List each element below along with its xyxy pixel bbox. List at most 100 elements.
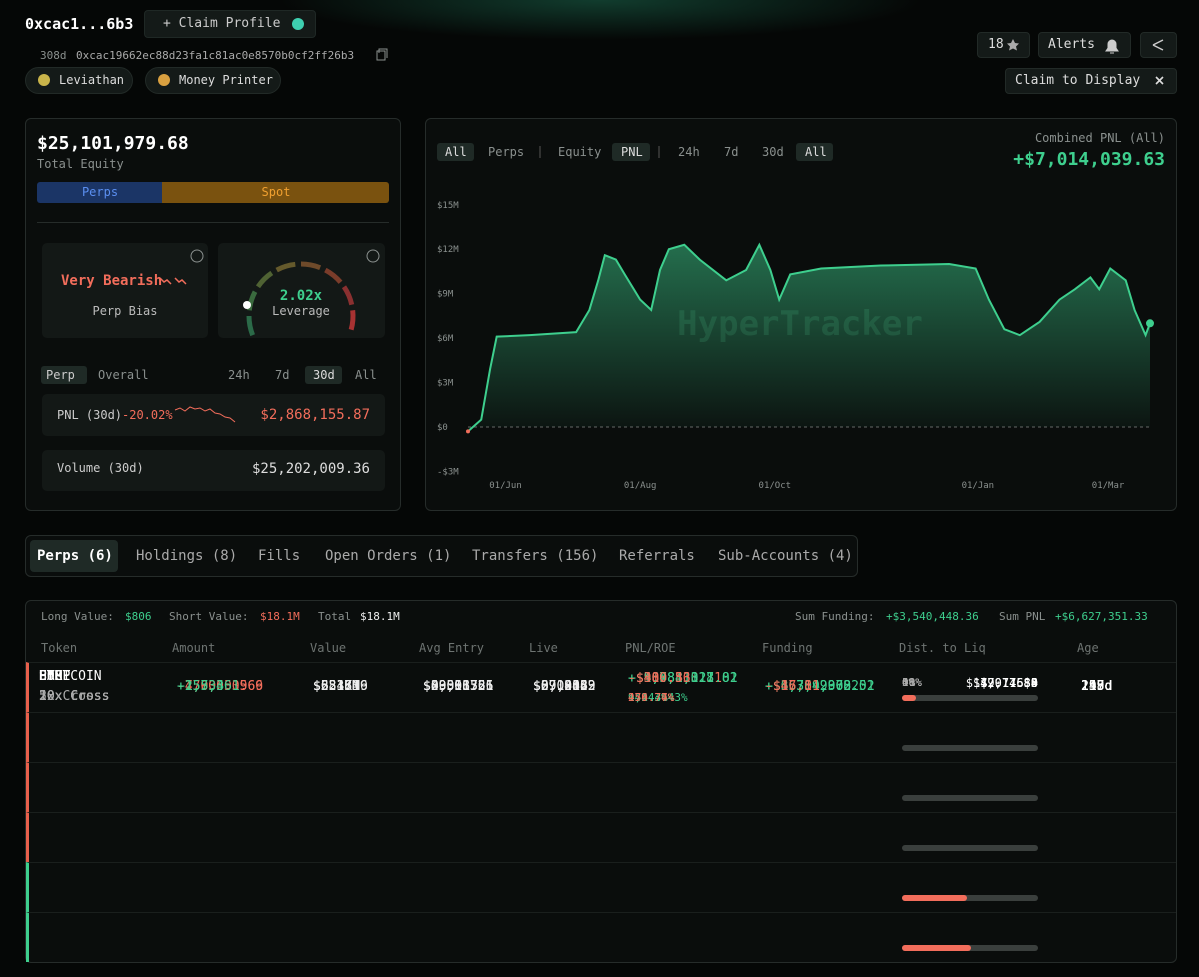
token: ETH	[39, 669, 63, 684]
avg-entry: $89,913.5	[423, 679, 494, 694]
pnl: -$917,418.31	[628, 671, 722, 686]
tab: Perps (6)	[37, 548, 113, 564]
age: 245d	[1081, 679, 1113, 694]
pnl-value: $2,868,155.87	[260, 407, 370, 423]
age: 217d	[1081, 679, 1113, 694]
chart-filter: Perps	[488, 145, 525, 159]
roe: 479.74%	[628, 691, 675, 704]
leverage-card	[218, 243, 385, 338]
filter-active[interactable]	[796, 143, 833, 161]
token: HYPE	[39, 669, 71, 684]
column-header: Live	[529, 641, 558, 655]
token-leverage: 10x Cross	[39, 689, 110, 704]
combined-label: Combined PNL (All)	[1034, 131, 1165, 145]
live: $69,382	[533, 679, 588, 694]
amount: -2,903.3966	[177, 679, 264, 694]
amount: +155,461	[177, 679, 240, 694]
roe: 256.77%	[628, 691, 675, 704]
age: 159d	[1081, 679, 1113, 694]
spot-bar	[162, 182, 389, 203]
chart-filter: PNL	[621, 145, 643, 159]
token-leverage: 10x Cross	[39, 689, 110, 704]
volume-label: Volume (30d)	[57, 461, 144, 475]
token-leverage: 20x Cross	[39, 689, 110, 704]
value: $5.37M	[313, 679, 360, 694]
liq-track	[902, 845, 1038, 851]
combined-value: +$7,014,039.63	[1013, 149, 1165, 170]
summary-value: $18.1M	[260, 610, 300, 623]
dist-label: 48%	[902, 676, 922, 689]
token: SOL	[39, 669, 63, 684]
amount: -156,651.69	[177, 679, 264, 694]
tab: Holdings (8)	[136, 548, 238, 564]
badge-label: Leviathan	[59, 73, 125, 87]
liq-price: $90.7685	[980, 676, 1038, 690]
split-label: Spot	[261, 185, 291, 199]
claim-profile-button[interactable]	[144, 10, 316, 38]
liq-price: $177,175.8	[965, 676, 1038, 690]
filter-active[interactable]	[612, 143, 650, 161]
liq-price: $0	[1023, 676, 1038, 690]
scope-tab: Overall	[98, 368, 149, 382]
chart-filter: 30d	[762, 145, 784, 159]
period-tab: 30d	[313, 368, 335, 382]
dist-label: 0%	[902, 676, 916, 689]
token-leverage: 20x Cross	[39, 689, 110, 704]
tab: Transfers (156)	[472, 548, 599, 564]
stars-count: 18	[988, 37, 1004, 52]
summary-label: Long Value:	[41, 610, 114, 623]
summary-label: Sum PNL	[999, 610, 1046, 623]
age: 217d	[1081, 679, 1113, 694]
divider	[37, 222, 389, 223]
chart-filter: 7d	[724, 145, 739, 159]
liq-fill	[902, 895, 968, 901]
positions-table	[25, 600, 1177, 963]
amount: -77.35005	[177, 679, 248, 694]
value: $521.16	[313, 679, 368, 694]
chart-filter: Equity	[558, 145, 602, 159]
tab: Open Orders (1)	[325, 548, 452, 564]
funding: +$353,493.02	[765, 679, 859, 694]
tab: Referrals	[619, 548, 695, 564]
column-header: Dist. to Liq	[899, 641, 986, 655]
roe: 456.7%	[628, 691, 668, 704]
roe: 1,143.43%	[628, 691, 688, 704]
roe: 174.36%	[628, 691, 675, 704]
leverage-label: Leverage	[272, 304, 330, 318]
avg-entry: $33.5875	[423, 679, 486, 694]
tab: Fills	[258, 548, 301, 564]
live: $87.855	[533, 679, 588, 694]
period-tab: All	[355, 368, 377, 382]
position-row	[26, 712, 1176, 762]
share-button[interactable]	[1140, 32, 1177, 58]
chart-panel	[425, 118, 1177, 511]
summary-value: +$3,540,448.36	[886, 610, 979, 623]
dist-label: 10%	[902, 676, 922, 689]
position-row	[26, 912, 1176, 962]
value: $6.16M	[313, 679, 360, 694]
amount: +2,733	[177, 679, 224, 694]
summary-label: Total	[318, 610, 352, 623]
scope-tab: Perp	[46, 368, 75, 382]
summary-label: Short Value:	[169, 610, 249, 623]
scope-tab-active[interactable]	[41, 366, 87, 384]
token: FARTCOIN	[39, 669, 102, 684]
dist-label: 0%	[902, 676, 916, 689]
live: $39.444	[533, 679, 588, 694]
avg-entry: $4,011.51	[423, 679, 494, 694]
tab: Sub-Accounts (4)	[718, 548, 853, 564]
pnl: +$469,110.7	[628, 671, 715, 686]
column-header: Token	[41, 641, 78, 655]
claim-display-button[interactable]	[1005, 68, 1177, 94]
stars-button[interactable]	[977, 32, 1030, 58]
summary-value: +$6,627,351.33	[1055, 610, 1148, 623]
summary-label: Sum Funding:	[795, 610, 875, 623]
tab-active[interactable]	[30, 540, 118, 572]
filter-active[interactable]	[437, 143, 474, 161]
chart-filter: 24h	[678, 145, 700, 159]
liq-track	[902, 745, 1038, 751]
liq-fill	[902, 945, 972, 951]
pnl: -$300.33	[628, 671, 691, 686]
address: 0xcac1...6b3	[25, 15, 134, 33]
period-tab-active[interactable]	[305, 366, 342, 384]
